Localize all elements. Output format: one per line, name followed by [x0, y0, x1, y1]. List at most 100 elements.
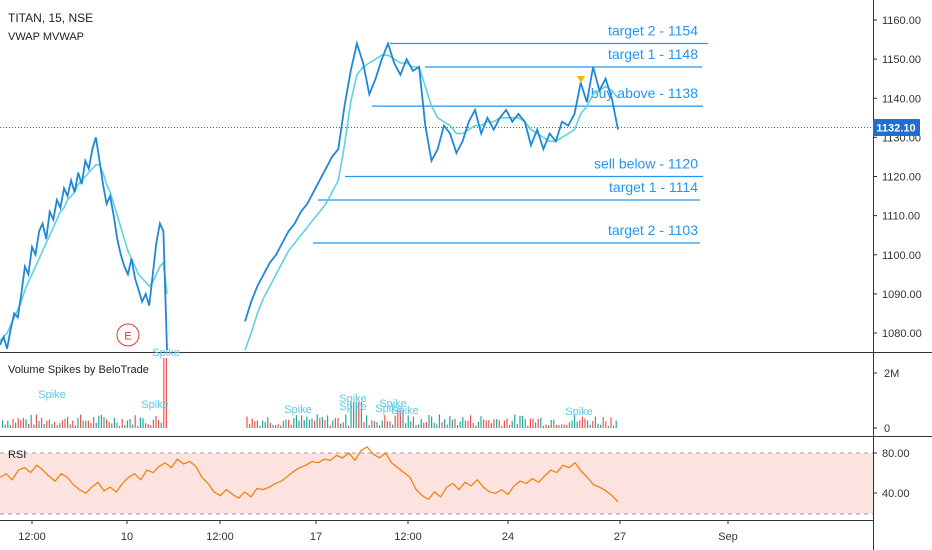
spike-label: Spike	[339, 401, 367, 413]
volume-bar	[98, 415, 100, 428]
volume-axis-label: 0	[884, 423, 890, 435]
time-axis-label: 24	[502, 531, 514, 543]
volume-bar	[69, 424, 71, 428]
volume-bar	[2, 420, 4, 428]
volume-bar	[9, 425, 11, 428]
volume-bar	[407, 415, 409, 428]
volume-bar	[464, 420, 466, 428]
volume-bar	[399, 410, 401, 428]
volume-bars	[2, 358, 617, 428]
volume-bar	[134, 415, 136, 428]
volume-bar	[392, 424, 394, 428]
volume-bar	[537, 418, 539, 428]
volume-bar	[155, 415, 157, 428]
volume-bar	[340, 423, 342, 428]
volume-bar	[30, 414, 32, 428]
volume-bar	[540, 417, 542, 428]
price-axis-label: 1090.00	[882, 289, 922, 301]
time-axis-label: 10	[121, 531, 133, 543]
spike-label: Spike	[284, 404, 312, 416]
volume-bar	[332, 420, 334, 428]
volume-bar	[535, 422, 537, 428]
volume-bar	[587, 420, 589, 428]
volume-bar	[402, 410, 404, 428]
volume-bar	[95, 422, 97, 428]
volume-bar	[254, 421, 256, 428]
volume-bar	[293, 418, 295, 428]
volume-bar	[397, 410, 399, 428]
volume-bar	[282, 420, 284, 428]
volume-bar	[324, 420, 326, 428]
time-axis[interactable]: 12:00 10 12:00 17 12:00 24 27 Sep	[18, 520, 738, 543]
price-axis-label: 1080.00	[882, 328, 922, 340]
volume-axis-label: 2M	[884, 368, 899, 380]
volume-bar	[579, 420, 581, 428]
volume-bar	[467, 420, 469, 428]
time-axis-label: 12:00	[206, 531, 234, 543]
time-axis-label: Sep	[718, 531, 738, 543]
rsi-axis-label: 80.00	[882, 448, 910, 460]
volume-bar	[77, 417, 79, 428]
volume-bar	[472, 423, 474, 428]
volume-bar	[386, 421, 388, 428]
volume-bar	[87, 420, 89, 428]
volume-bar	[342, 422, 344, 428]
volume-bar	[379, 425, 381, 428]
volume-bar	[100, 414, 102, 428]
volume-bar	[522, 415, 524, 428]
volume-bar	[90, 422, 92, 428]
volume-bar	[82, 420, 84, 428]
volume-bar	[59, 423, 61, 428]
volume-bar	[43, 424, 45, 428]
volume-pane-title: Volume Spikes by BeloTrade	[8, 364, 149, 376]
volume-bar	[470, 415, 472, 428]
volume-bar	[605, 421, 607, 428]
volume-bar	[490, 423, 492, 428]
time-axis-label: 12:00	[394, 531, 422, 543]
volume-bar	[493, 419, 495, 428]
volume-bar	[285, 419, 287, 428]
volume-bar	[165, 358, 167, 428]
volume-bar	[519, 415, 521, 428]
volume-bar	[615, 420, 617, 428]
volume-bar	[480, 416, 482, 428]
volume-bar	[485, 420, 487, 428]
volume-bar	[602, 416, 604, 428]
volume-bar	[137, 425, 139, 428]
spike-label: Spike	[565, 406, 593, 418]
volume-bar	[360, 402, 362, 428]
buy-signal-marker	[577, 76, 585, 83]
volume-bar	[25, 419, 27, 428]
volume-bar	[516, 424, 518, 428]
volume-bar	[158, 420, 160, 428]
event-marker[interactable]: E	[116, 323, 140, 347]
volume-bar	[410, 421, 412, 428]
volume-bar	[15, 422, 17, 428]
volume-bar	[459, 421, 461, 428]
spike-label: Spike	[379, 398, 407, 410]
volume-bar	[150, 425, 152, 428]
volume-bar	[527, 425, 529, 428]
volume-bar	[124, 424, 126, 428]
time-axis-label: 12:00	[18, 531, 46, 543]
volume-bar	[610, 417, 612, 428]
volume-bar	[428, 415, 430, 428]
volume-bar	[597, 423, 599, 428]
volume-bar	[524, 419, 526, 428]
volume-bar	[496, 419, 498, 428]
spike-label: Spike	[375, 403, 403, 415]
level-label: target 1 - 1114	[609, 179, 698, 195]
rsi-axis-label: 40.00	[882, 488, 910, 500]
volume-bar	[592, 421, 594, 428]
volume-bar	[545, 424, 547, 428]
volume-bar	[17, 418, 19, 428]
volume-bar	[54, 421, 56, 428]
volume-bar	[581, 416, 583, 428]
price-axis[interactable]: 1160.001150.001140.001130.001120.001110.…	[873, 15, 922, 340]
volume-bar	[4, 424, 6, 428]
volume-bar	[249, 424, 251, 428]
volume-bar	[113, 417, 115, 428]
event-marker-label: E	[124, 331, 131, 343]
